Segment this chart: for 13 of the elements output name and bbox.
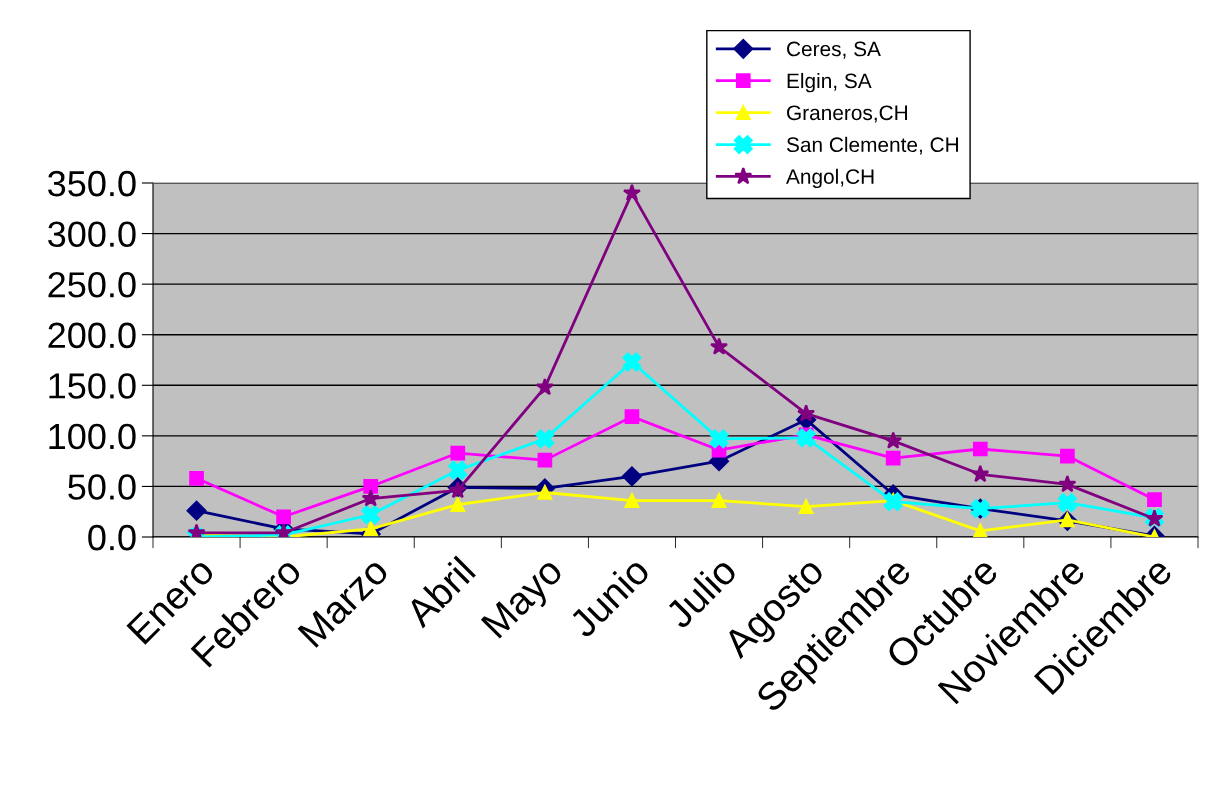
legend-label: Ceres, SA [787,41,881,59]
y-tick-label: 0.0 [88,524,136,551]
legend-label: Elgin, SA [787,72,872,93]
y-tick-label: 150.0 [49,373,136,399]
y-tick-label: 250.0 [48,272,136,298]
legend-label: Graneros,CH [787,105,908,123]
y-tick-label: 350.0 [48,170,136,197]
y-tick-label: 100.0 [49,423,136,450]
legend-label: San Clemente, CH [786,136,958,155]
y-tick-label: 300.0 [48,221,136,248]
y-tick-label: 200.0 [48,322,136,349]
y-tick-label: 50.0 [68,474,136,500]
legend-label: Angol,CH [786,168,874,189]
